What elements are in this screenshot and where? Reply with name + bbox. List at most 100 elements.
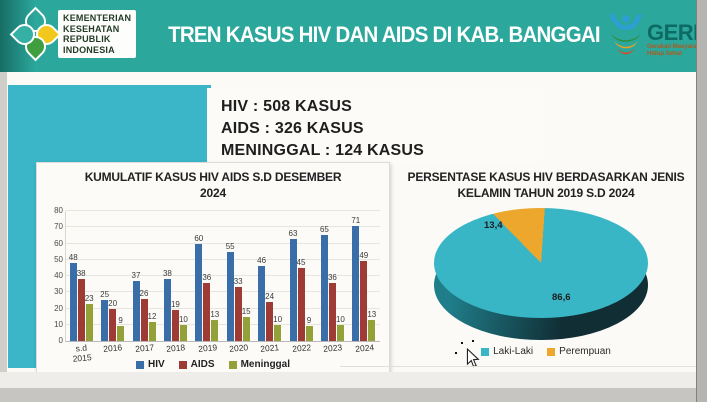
bar-hiv [226,251,234,341]
bar-hiv [69,263,77,341]
legend-item: Meninggal [228,359,291,370]
stat-meninggal: MENINGGAL : 124 KASUS [221,142,425,159]
bar-hiv [101,300,109,341]
bar-hiv [132,280,140,341]
x-category-label: 2016 [103,342,123,354]
x-category-label: 2021 [260,342,280,354]
photo-bottom-edge [0,388,707,402]
x-category-label: 2018 [166,342,186,354]
stats-panel: HIV : 508 KASUS AIDS : 326 KASUS MENINGG… [207,88,537,162]
legend-item: Perempuan [547,346,611,357]
gridline [66,291,380,293]
gridline [66,242,380,244]
page-title: TREN KASUS HIV DAN AIDS DI KAB. BANGGAI [168,22,600,47]
germas-subtitle-2: Hidup Sehat [647,51,683,57]
bar-value-label: 15 [241,306,251,316]
stat-hiv: HIV : 508 KASUS [221,98,353,115]
bar-chart-title-line2: 2024 [200,186,226,200]
legend-label: AIDS [190,359,215,370]
bar-aids [171,310,179,341]
bar-meninggal [85,303,93,341]
bar-value-label: 55 [225,241,235,251]
kemenkes-line: KEMENTERIAN [63,13,132,23]
bar-value-label: 60 [194,233,204,243]
photo-left-edge [0,72,7,402]
slide-edge-line [340,366,696,367]
kemenkes-line: KESEHATAN [63,23,120,34]
bar-meninggal [336,324,344,341]
legend-item: HIV [135,359,165,370]
bar-value-label: 45 [296,257,306,267]
bar-aids [328,282,336,341]
y-tick-label: 80 [54,206,63,215]
bar-meninggal [368,319,376,341]
legend-item: Laki-Laki [481,346,533,357]
legend-swatch [135,360,144,369]
bar-value-label: 10 [273,314,283,324]
stat-aids: AIDS : 326 KASUS [221,120,364,137]
bar-aids [360,261,368,341]
bar-hiv [258,266,266,341]
bar-value-label: 10 [335,314,345,324]
legend-label: Meninggal [240,359,291,370]
photo-right-edge [696,0,707,402]
germas-wordmark: GERMAS [647,20,707,45]
bar-aids [266,302,274,341]
legend-label: Perempuan [559,346,611,357]
pie-chart-panel: PERSENTASE KASUS HIV BERDASARKAN JENIS K… [398,162,694,372]
germas-figure-icon [610,13,642,55]
gridline [66,275,380,276]
bar-value-label: 36 [202,272,212,282]
y-tick-label: 40 [54,271,63,280]
gridline [66,258,380,260]
legend-swatch [481,347,490,356]
bar-hiv [289,238,297,341]
gridline [66,226,380,228]
selection-dot [472,340,474,342]
germas-logo: GERMAS Gerakan Masyarakat Hidup Sehat [608,12,707,62]
bar-value-label: 46 [257,256,267,266]
legend-swatch [178,360,187,369]
bar-value-label: 19 [170,300,180,310]
pie-chart-title-line1: PERSENTASE KASUS HIV BERDASARKAN JENIS [407,170,685,184]
bar-value-label: 9 [118,316,123,326]
bar-hiv [163,279,171,341]
kemenkes-logo-text: KEMENTERIAN KESEHATAN REPUBLIK INDONESIA [58,10,137,58]
bar-meninggal [305,326,313,341]
bar-value-label: 71 [351,215,361,225]
bar-value-label: 26 [139,288,149,298]
bar-aids [109,308,117,341]
y-tick-label: 20 [54,303,63,313]
bar-aids [297,267,305,341]
x-category-label: 2017 [134,342,155,354]
bar-value-label: 65 [319,225,329,235]
bar-value-label: 13 [367,309,377,319]
bar-chart-legend: HIV AIDS Meninggal [37,359,389,370]
bar-value-label: 20 [108,298,118,308]
mouse-cursor [452,340,480,374]
x-category-label: 2023 [323,342,343,354]
gridline [66,323,380,325]
germas-text: GERMAS Gerakan Masyarakat Hidup Sehat [647,22,707,58]
bar-value-label: 37 [131,270,141,280]
bar-meninggal [274,324,282,341]
bar-aids [77,279,85,341]
x-category-label: 2022 [291,342,312,354]
slide-bottom-margin [0,372,707,388]
y-tick-label: 30 [54,287,63,297]
pie-slices [434,208,648,318]
bar-value-label: 38 [162,269,172,279]
y-tick-label: 0 [58,336,63,345]
bar-value-label: 36 [327,272,337,282]
bar-value-label: 48 [68,253,78,262]
bar-value-label: 9 [306,316,312,326]
bar-value-label: 23 [84,293,94,303]
bar-value-label: 25 [100,290,110,300]
x-category-label: 2024 [354,342,375,354]
legend-swatch [228,360,237,369]
gridline [66,307,380,309]
bar-chart-panel: KUMULATIF KASUS HIV AIDS S.D DESEMBER 20… [36,162,390,382]
bar-value-label: 33 [233,277,243,287]
bar-meninggal [117,326,125,341]
